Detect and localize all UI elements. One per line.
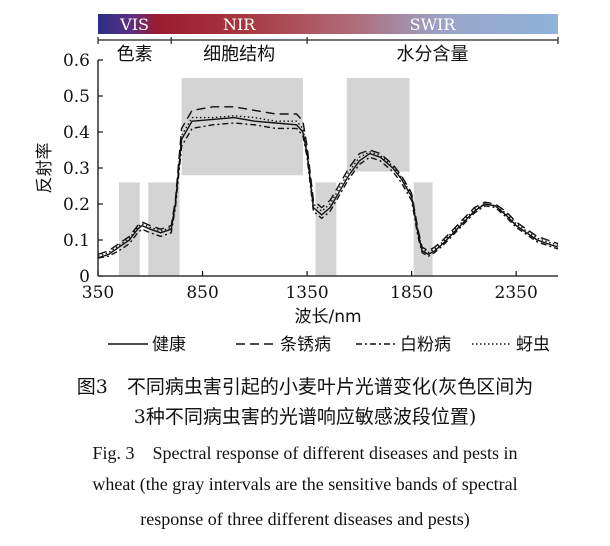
caption-zh-line2: 3种不同病虫害的光谱响应敏感波段位置)	[133, 406, 477, 428]
gray-bands	[118, 78, 433, 276]
y-tick-label: 0.1	[63, 231, 90, 251]
legend-label-3: 蚜虫	[516, 335, 550, 355]
legend-label-2: 白粉病	[400, 335, 451, 355]
y-tick-label: 0.2	[63, 195, 90, 215]
y-tick-label: 0.3	[63, 159, 90, 179]
x-tick-label: 350	[82, 283, 114, 303]
x-tick-label: 850	[186, 283, 218, 303]
spectral-chart: VIS NIR SWIR 色素 细胞结构 水分含量 0 0.1 0.2 0.3 0.4 0.5 0.…	[35, 14, 559, 355]
spectrum-label-vis: VIS	[119, 15, 149, 34]
spectrum-label-swir: SWIR	[410, 15, 457, 34]
legend: 健康 条锈病 白粉病 蚜虫	[108, 335, 550, 355]
x-tick-label: 2350	[495, 283, 538, 303]
gray-band-3	[315, 182, 337, 276]
legend-label-1: 条锈病	[280, 335, 331, 355]
region-label-1: 细胞结构	[203, 44, 275, 65]
series-line-1	[97, 106, 559, 256]
y-tick-label: 0.6	[63, 51, 90, 71]
gray-band-0	[118, 182, 140, 276]
gray-band-1	[148, 182, 180, 276]
spectrum-gradient	[98, 14, 558, 34]
caption-en-line2: wheat (the gray intervals are the sensit…	[92, 474, 518, 494]
axes: 0 0.1 0.2 0.3 0.4 0.5 0.6 350 850 1350 1850 2350 波长/…	[35, 51, 558, 327]
region-labels: 色素 细胞结构 水分含量	[97, 37, 559, 65]
series-lines	[97, 106, 559, 259]
series-line-3	[97, 115, 559, 257]
y-tick-label: 0	[79, 267, 90, 287]
spectrum-bar: VIS NIR SWIR	[98, 14, 558, 34]
region-label-2: 水分含量	[397, 44, 469, 65]
series-line-0	[97, 116, 559, 259]
gray-band-2	[181, 78, 303, 176]
legend-label-0: 健康	[152, 335, 186, 355]
caption-en-line3: response of three different diseases and…	[140, 509, 470, 529]
y-tick-label: 0.5	[63, 87, 90, 107]
x-tick-label: 1850	[390, 283, 433, 303]
gray-band-5	[413, 182, 433, 276]
gray-band-4	[346, 78, 410, 172]
caption-en-line1: Fig. 3 Spectral response of different di…	[92, 443, 518, 463]
region-label-0: 色素	[117, 44, 153, 65]
series-line-2	[97, 122, 559, 259]
caption-zh-line1: 图3 不同病虫害引起的小麦叶片光谱变化(灰色区间为	[76, 376, 534, 398]
spectrum-label-nir: NIR	[223, 15, 256, 34]
x-tick-label: 1350	[285, 283, 328, 303]
y-tick-label: 0.4	[63, 123, 90, 143]
x-axis-title: 波长/nm	[294, 307, 361, 327]
y-axis-title: 反射率	[35, 143, 55, 194]
